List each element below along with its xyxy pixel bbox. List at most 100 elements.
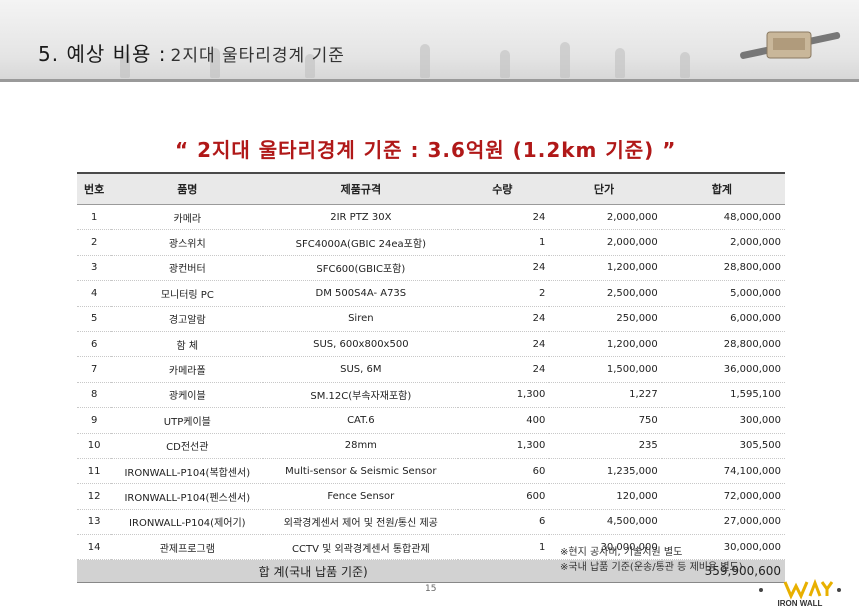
cell-spec: SUS, 600x800x500 bbox=[263, 331, 459, 358]
cell-total: 5,000,000 bbox=[661, 280, 785, 307]
page-number: 15 bbox=[425, 584, 437, 594]
table-row: 7 카메라폴 SUS, 6M 24 1,500,000 36,000,000 bbox=[77, 356, 785, 383]
cell-no: 7 bbox=[77, 356, 112, 383]
table-row: 2 광스위치 SFC4000A(GBIC 24ea포함) 1 2,000,000 2,00… bbox=[77, 229, 785, 256]
column-header-spec: 제품규격 bbox=[263, 172, 459, 205]
table-row: 3 광컨버터 SFC600(GBIC포함) 24 1,200,000 28,800,000 bbox=[77, 255, 785, 282]
cell-qty: 24 bbox=[458, 331, 550, 358]
background-figure bbox=[680, 52, 690, 78]
cell-name: 관제프로그램 bbox=[111, 534, 264, 561]
cost-table: 번호 품명 제품규격 수량 단가 합계 1 카메라 2IR PTZ 30X 24 2,0… bbox=[77, 172, 785, 584]
cell-name: 카메라폴 bbox=[111, 356, 264, 383]
table-row: 13 IRONWALL-P104(제어기) 외곽경계센서 제어 및 전원/통신 제공… bbox=[77, 509, 785, 536]
background-figure bbox=[420, 44, 430, 78]
total-row: 합 계(국내 납품 기준) 359,900,600 bbox=[77, 559, 785, 584]
cell-no: 11 bbox=[77, 458, 112, 485]
cell-qty: 600 bbox=[458, 483, 550, 510]
cell-total: 2,000,000 bbox=[661, 229, 785, 256]
cell-name: 모니터링 PC bbox=[111, 280, 264, 307]
cell-no: 10 bbox=[77, 433, 112, 459]
cell-spec: CCTV 및 외곽경계센서 통합관제 bbox=[263, 534, 459, 561]
cell-no: 2 bbox=[77, 229, 112, 256]
note-line: ※국내 납품 기준(운송/통관 등 제비용 별도) bbox=[560, 562, 743, 573]
cell-spec: SFC600(GBIC포함) bbox=[263, 255, 459, 282]
cell-price: 750 bbox=[549, 407, 662, 434]
background-figure bbox=[615, 48, 625, 78]
column-header-total: 합계 bbox=[661, 172, 785, 205]
page-title-sub: 2지대 울타리경계 기준 bbox=[170, 46, 345, 66]
notes: ※현지 공사비, 기술지원 별도 ※국내 납품 기준(운송/통관 등 제비용 별… bbox=[560, 545, 743, 575]
cell-spec: CAT.6 bbox=[263, 407, 459, 434]
cell-price: 2,000,000 bbox=[549, 229, 662, 256]
cell-name: IRONWALL-P104(제어기) bbox=[111, 509, 264, 536]
cell-spec: 외곽경계센서 제어 및 전원/통신 제공 bbox=[263, 509, 459, 536]
table-row: 9 UTP케이블 CAT.6 400 750 300,000 bbox=[77, 407, 785, 434]
cell-no: 3 bbox=[77, 255, 112, 282]
column-header-no: 번호 bbox=[77, 172, 112, 205]
table-row: 14 관제프로그램 CCTV 및 외곽경계센서 통합관제 1 30,000,000 30,… bbox=[77, 534, 785, 561]
cell-no: 9 bbox=[77, 407, 112, 434]
cell-price: 1,200,000 bbox=[549, 331, 662, 358]
cell-total: 30,000,000 bbox=[661, 534, 785, 561]
cell-price: 120,000 bbox=[549, 483, 662, 510]
cell-spec: Multi-sensor & Seismic Sensor bbox=[263, 458, 459, 485]
cell-price: 1,500,000 bbox=[549, 356, 662, 383]
page-title: 5. 예상 비용 :2지대 울타리경계 기준 bbox=[38, 38, 345, 67]
column-header-qty: 수량 bbox=[458, 172, 550, 205]
background-figure bbox=[560, 42, 570, 78]
cell-name: 카메라 bbox=[111, 204, 264, 231]
headline: “ 2지대 울타리경계 기준 : 3.6억원 (1.2km 기준) ” bbox=[175, 138, 677, 162]
cell-total: 36,000,000 bbox=[661, 356, 785, 383]
ironwall-logo: IRON WALL bbox=[759, 578, 841, 608]
cell-price: 235 bbox=[549, 433, 662, 459]
table-header-row: 번호 품명 제품규격 수량 단가 합계 bbox=[77, 172, 785, 205]
cell-spec: SUS, 6M bbox=[263, 356, 459, 383]
table-row: 11 IRONWALL-P104(복합센서) Multi-sensor & Seis… bbox=[77, 458, 785, 485]
cell-spec: SM.12C(부속자재포함) bbox=[263, 382, 459, 409]
cell-price: 4,500,000 bbox=[549, 509, 662, 536]
cell-total: 28,800,000 bbox=[661, 255, 785, 282]
cell-total: 27,000,000 bbox=[661, 509, 785, 536]
total-spacer bbox=[549, 559, 662, 584]
cell-total: 74,100,000 bbox=[661, 458, 785, 485]
cell-name: UTP케이블 bbox=[111, 407, 264, 434]
cell-total: 28,800,000 bbox=[661, 331, 785, 358]
cell-price: 2,000,000 bbox=[549, 204, 662, 231]
table-row: 5 경고알람 Siren 24 250,000 6,000,000 bbox=[77, 306, 785, 332]
cell-spec: Siren bbox=[263, 306, 459, 332]
cell-total: 1,595,100 bbox=[661, 382, 785, 409]
cell-qty: 1,300 bbox=[458, 382, 550, 409]
cell-no: 12 bbox=[77, 483, 112, 510]
cell-qty: 1 bbox=[458, 534, 550, 561]
cell-no: 1 bbox=[77, 204, 112, 231]
header-band bbox=[0, 0, 859, 82]
background-figure bbox=[305, 54, 315, 78]
background-figure bbox=[210, 48, 220, 78]
cell-qty: 6 bbox=[458, 509, 550, 536]
cell-spec: 28mm bbox=[263, 433, 459, 459]
table-row: 1 카메라 2IR PTZ 30X 24 2,000,000 48,000,000 bbox=[77, 204, 785, 231]
table-row: 12 IRONWALL-P104(펜스센서) Fence Sensor 600 120,… bbox=[77, 483, 785, 510]
cell-qty: 1,300 bbox=[458, 433, 550, 459]
cell-name: 광케이블 bbox=[111, 382, 264, 409]
cell-name: 경고알람 bbox=[111, 306, 264, 332]
cell-qty: 24 bbox=[458, 204, 550, 231]
cell-no: 4 bbox=[77, 280, 112, 307]
background-figure bbox=[120, 52, 130, 78]
cell-name: 광컨버터 bbox=[111, 255, 264, 282]
table-row: 4 모니터링 PC DM 500S4A- A73S 2 2,500,000 5,000,0… bbox=[77, 280, 785, 307]
cell-total: 300,000 bbox=[661, 407, 785, 434]
cell-total: 305,500 bbox=[661, 433, 785, 459]
cell-no: 14 bbox=[77, 534, 112, 561]
background-figure bbox=[500, 50, 510, 78]
cell-total: 48,000,000 bbox=[661, 204, 785, 231]
cell-qty: 400 bbox=[458, 407, 550, 434]
cell-qty: 24 bbox=[458, 255, 550, 282]
cell-price: 250,000 bbox=[549, 306, 662, 332]
page-title-main: 5. 예상 비용 : bbox=[38, 42, 167, 66]
cell-spec: Fence Sensor bbox=[263, 483, 459, 510]
cell-name: 함 체 bbox=[111, 331, 264, 358]
table-row: 8 광케이블 SM.12C(부속자재포함) 1,300 1,227 1,595,100 bbox=[77, 382, 785, 409]
cell-price: 1,235,000 bbox=[549, 458, 662, 485]
